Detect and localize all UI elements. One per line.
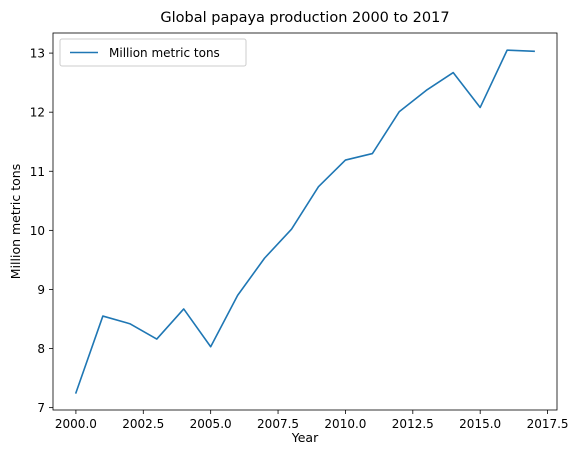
y-axis-label: Million metric tons [8,164,23,279]
y-tick-label: 7 [37,401,45,415]
y-tick-label: 11 [30,165,45,179]
y-tick-label: 8 [37,342,45,356]
x-tick-label: 2005.0 [190,417,232,431]
y-tick-label: 9 [37,283,45,297]
y-tick-label: 13 [30,47,45,61]
x-tick-label: 2010.0 [324,417,366,431]
legend-label: Million metric tons [109,46,220,60]
x-tick-label: 2000.0 [55,417,97,431]
legend: Million metric tons [60,39,246,66]
x-tick-label: 2012.5 [392,417,434,431]
x-axis-label: Year [291,430,319,445]
x-tick-label: 2015.0 [459,417,501,431]
chart-title: Global papaya production 2000 to 2017 [160,10,449,26]
x-tick-label: 2007.5 [257,417,299,431]
y-tick-label: 12 [30,106,45,120]
plot-area [53,33,557,410]
x-tick-label: 2002.5 [122,417,164,431]
y-tick-label: 10 [30,224,45,238]
x-tick-label: 2017.5 [527,417,569,431]
